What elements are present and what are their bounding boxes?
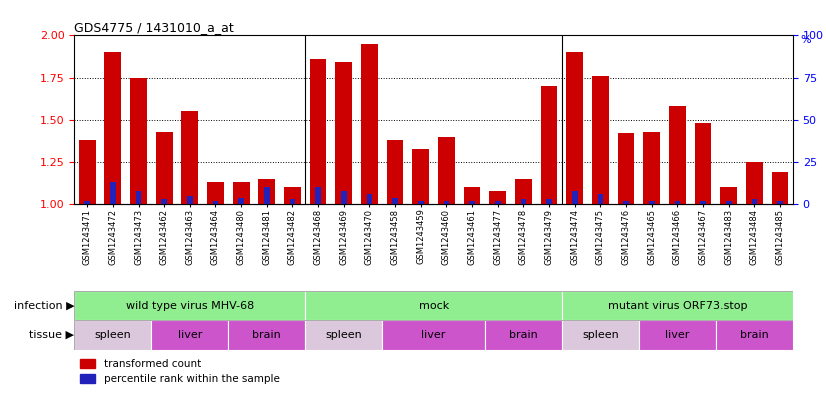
Bar	[695, 123, 711, 204]
Bar	[131, 78, 147, 204]
Text: spleen: spleen	[325, 330, 362, 340]
Bar	[777, 201, 783, 204]
Legend: transformed count, percentile rank within the sample: transformed count, percentile rank withi…	[79, 359, 279, 384]
Bar	[669, 107, 686, 204]
Bar	[84, 201, 90, 204]
Bar	[187, 196, 192, 204]
Bar	[418, 201, 424, 204]
Text: GDS4775 / 1431010_a_at: GDS4775 / 1431010_a_at	[74, 21, 234, 34]
Text: brain: brain	[740, 330, 769, 340]
Bar	[367, 194, 373, 204]
Bar	[495, 201, 501, 204]
Bar	[649, 201, 655, 204]
Bar	[341, 191, 347, 204]
Bar	[238, 198, 244, 204]
Bar	[392, 198, 398, 204]
Bar	[520, 199, 526, 204]
Bar	[438, 137, 455, 204]
Bar	[546, 199, 552, 204]
Bar	[135, 191, 141, 204]
Bar	[469, 201, 475, 204]
Bar	[597, 194, 603, 204]
Bar	[233, 182, 249, 204]
Bar	[700, 201, 706, 204]
Bar	[105, 52, 121, 204]
Bar	[746, 162, 762, 204]
Bar	[161, 199, 167, 204]
Text: liver: liver	[665, 330, 690, 340]
Bar	[567, 52, 583, 204]
Text: infection ▶: infection ▶	[14, 301, 74, 310]
Bar	[207, 182, 224, 204]
Bar	[572, 191, 577, 204]
Bar	[726, 201, 732, 204]
Bar	[306, 320, 382, 350]
Bar	[306, 291, 562, 320]
Bar	[284, 187, 301, 204]
Bar	[382, 320, 485, 350]
Bar	[264, 187, 270, 204]
Bar	[490, 191, 506, 204]
Bar	[212, 201, 218, 204]
Text: mutant virus ORF73.stop: mutant virus ORF73.stop	[608, 301, 748, 310]
Text: brain: brain	[253, 330, 281, 340]
Bar	[310, 59, 326, 204]
Bar	[259, 179, 275, 204]
Bar	[444, 201, 449, 204]
Bar	[228, 320, 306, 350]
Text: tissue ▶: tissue ▶	[30, 330, 74, 340]
Bar	[335, 62, 352, 204]
Text: spleen: spleen	[94, 330, 131, 340]
Text: mock: mock	[419, 301, 449, 310]
Bar	[74, 291, 306, 320]
Bar	[387, 140, 403, 204]
Bar	[74, 320, 151, 350]
Bar	[78, 140, 96, 204]
Bar	[752, 199, 757, 204]
Bar	[151, 320, 228, 350]
Bar	[562, 320, 639, 350]
Bar	[156, 132, 173, 204]
Bar	[110, 182, 116, 204]
Bar	[618, 133, 634, 204]
Bar	[316, 187, 321, 204]
Bar	[412, 149, 430, 204]
Bar	[643, 132, 660, 204]
Bar	[485, 320, 562, 350]
Bar	[182, 112, 198, 204]
Bar	[624, 201, 629, 204]
Bar	[720, 187, 737, 204]
Text: liver: liver	[178, 330, 202, 340]
Text: %: %	[800, 35, 811, 45]
Bar	[592, 76, 609, 204]
Bar	[290, 199, 296, 204]
Text: brain: brain	[509, 330, 538, 340]
Bar	[562, 291, 793, 320]
Bar	[639, 320, 716, 350]
Bar	[541, 86, 558, 204]
Bar	[675, 201, 681, 204]
Text: liver: liver	[421, 330, 446, 340]
Bar	[716, 320, 793, 350]
Bar	[464, 187, 481, 204]
Bar	[771, 172, 789, 204]
Text: spleen: spleen	[582, 330, 619, 340]
Bar	[515, 179, 532, 204]
Bar	[361, 44, 377, 204]
Text: wild type virus MHV-68: wild type virus MHV-68	[126, 301, 254, 310]
